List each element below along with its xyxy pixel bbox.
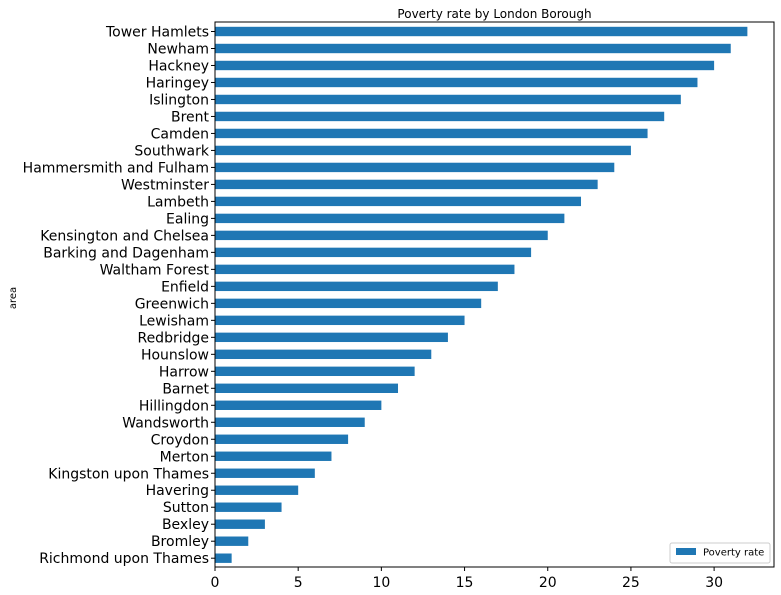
bar: [215, 315, 465, 326]
y-tick-label: Haringey: [146, 75, 209, 91]
bar: [215, 26, 748, 37]
x-tick-label: 5: [294, 575, 303, 591]
bar: [215, 553, 232, 563]
bar: [215, 298, 482, 309]
y-tick-label: Enfield: [161, 279, 209, 295]
y-tick-label: Bexley: [162, 517, 209, 533]
x-tick-label: 10: [372, 575, 390, 591]
bar: [215, 383, 399, 393]
y-tick-label: Newham: [147, 41, 209, 57]
bar: [215, 60, 715, 71]
bar: [215, 179, 598, 190]
y-tick-label: Camden: [151, 126, 209, 142]
y-axis-label: area: [8, 287, 19, 309]
y-tick-label: Redbridge: [137, 330, 209, 346]
y-tick-label: Harrow: [159, 364, 209, 380]
y-tick-label: Havering: [146, 483, 209, 499]
y-tick-label: Wandsworth: [122, 415, 209, 431]
x-tick-label: 30: [705, 575, 723, 591]
bar: [215, 247, 532, 258]
y-tick-label: Croydon: [151, 432, 209, 448]
bar: [215, 349, 432, 360]
y-tick-label: Hillingdon: [139, 398, 209, 414]
bar: [215, 128, 648, 139]
bar: [215, 332, 448, 343]
y-tick-label: Hammersmith and Fulham: [23, 160, 209, 176]
y-tick-label: Ealing: [166, 211, 209, 227]
y-tick-label: Hackney: [148, 58, 209, 74]
bar: [215, 451, 332, 461]
bars-group: [215, 26, 748, 563]
chart-title: Poverty rate by London Borough: [397, 7, 591, 21]
legend-label: Poverty rate: [703, 548, 764, 559]
y-tick-label: Waltham Forest: [100, 262, 210, 278]
x-tick-label: 15: [456, 575, 474, 591]
y-tick-label: Hounslow: [141, 347, 209, 363]
bar: [215, 417, 365, 427]
bar: [215, 162, 615, 173]
bar: [215, 230, 548, 241]
x-tick-label: 0: [211, 575, 220, 591]
legend: Poverty rate: [669, 542, 771, 564]
y-tick-label: Southwark: [134, 143, 209, 159]
x-tick-label: 25: [622, 575, 640, 591]
y-tick-label: Kensington and Chelsea: [40, 228, 209, 244]
y-tick-label: Westminster: [121, 177, 209, 193]
y-tick-label: Islington: [149, 92, 209, 108]
y-tick-label: Brent: [171, 109, 210, 125]
bar: [215, 536, 249, 546]
bar: [215, 213, 565, 224]
x-tick-label: 20: [539, 575, 557, 591]
bar: [215, 43, 731, 54]
y-tick-label: Tower Hamlets: [105, 25, 209, 41]
bar: [215, 281, 498, 292]
bar: [215, 434, 349, 444]
bar: [215, 77, 698, 88]
y-tick-label: Lambeth: [147, 194, 209, 210]
y-tick-label: Bromley: [151, 534, 209, 550]
bar: [215, 485, 299, 495]
bar: [215, 400, 382, 410]
y-tick-label: Barking and Dagenham: [43, 245, 209, 261]
bar: [215, 468, 315, 478]
bar: [215, 94, 681, 105]
x-axis-ticks: 0 5 10 15 20 25 30: [211, 567, 723, 591]
bar: [215, 502, 282, 512]
y-tick-label: Lewisham: [139, 313, 209, 329]
y-tick-label: Sutton: [163, 500, 209, 516]
y-tick-label: Merton: [160, 449, 209, 465]
bar: [215, 519, 265, 529]
bar: [215, 264, 515, 275]
plot-frame: [214, 21, 775, 568]
y-tick-label: Barnet: [162, 381, 209, 397]
bar: [215, 145, 631, 156]
y-tick-label: Richmond upon Thames: [39, 551, 209, 567]
legend-swatch: [676, 548, 696, 555]
y-tick-label: Kingston upon Thames: [48, 466, 209, 482]
bar: [215, 111, 665, 122]
bar: [215, 196, 582, 207]
y-axis-ticks: Tower HamletsNewhamHackneyHaringeyIsling…: [23, 25, 215, 567]
y-tick-label: Greenwich: [135, 296, 209, 312]
bar: [215, 366, 415, 377]
